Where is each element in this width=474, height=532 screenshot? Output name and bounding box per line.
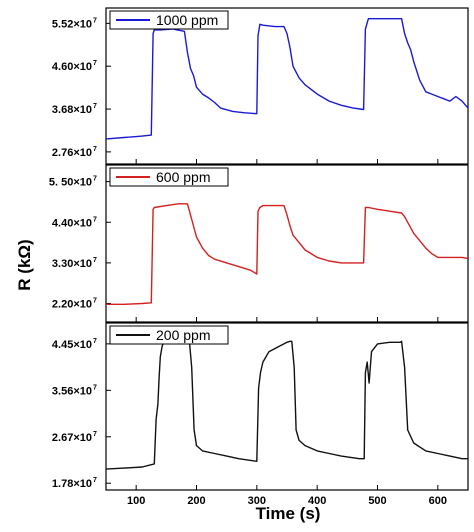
legend: 600 ppm [109,167,229,187]
x-tick-label: 200 [187,495,205,507]
chart-panel-1: 2.76×10 73.68×10 74.60×10 75.52×10 7 1000 ppm [52,7,469,165]
y-tick-exponent: 7 [93,298,97,305]
y-tick-label: 3.30×10 [52,258,92,270]
y-tick-exponent: 7 [93,257,97,264]
y-tick-label: 2.20×10 [52,299,92,311]
legend-label: 600 ppm [156,169,210,185]
series-line-1 [105,339,468,470]
x-axis-title: Time (s) [256,504,321,523]
y-tick-exponent: 7 [93,103,97,110]
y-tick-exponent: 7 [93,176,97,183]
legend: 200 ppm [109,325,229,345]
y-tick-exponent: 7 [93,338,97,345]
y-tick-label: 1.78×10 [52,478,92,490]
series-line-1 [106,203,469,305]
y-axis-title: R (kΩ) [15,239,34,290]
y-tick-label: 4.60×10 [52,61,92,73]
legend-box [109,167,229,187]
chart-panel-2: 2.20×10 73.30×10 74.40×10 75. 50×10 7 600 ppm [49,164,469,323]
x-tick-label: 500 [368,495,386,507]
panel-frame [105,322,469,491]
y-tick-label: 2.76×10 [52,147,92,159]
legend-box [109,10,229,30]
y-tick-exponent: 7 [93,60,97,67]
y-tick-label: 2.67×10 [52,432,92,444]
y-tick-label: 3.56×10 [52,385,92,397]
legend-label: 200 ppm [156,327,210,343]
series-line-1 [105,18,469,140]
y-tick-label: 5. 50×10 [49,177,92,189]
y-tick-label: 3.68×10 [52,104,92,116]
x-tick-label: 100 [127,495,145,507]
panels-layer: 2.76×10 73.68×10 74.60×10 75.52×10 7 1000 ppm… [49,7,469,507]
x-tick-label: 600 [429,495,447,507]
panel-frame [105,164,469,323]
legend: 1000 ppm [109,10,229,30]
y-tick-label: 4.45×10 [52,339,92,351]
y-tick-exponent: 7 [93,477,97,484]
legend-box [109,325,229,345]
y-tick-label: 4.40×10 [52,217,92,229]
y-tick-exponent: 7 [93,216,97,223]
panel-frame [105,7,469,165]
y-tick-exponent: 7 [93,431,97,438]
legend-label: 1000 ppm [156,12,218,28]
x-tick-label: 400 [308,495,326,507]
y-tick-exponent: 7 [93,146,97,153]
y-tick-label: 5.52×10 [52,18,92,30]
x-tick-label: 300 [248,495,266,507]
y-tick-exponent: 7 [93,17,97,24]
y-tick-exponent: 7 [93,384,97,391]
